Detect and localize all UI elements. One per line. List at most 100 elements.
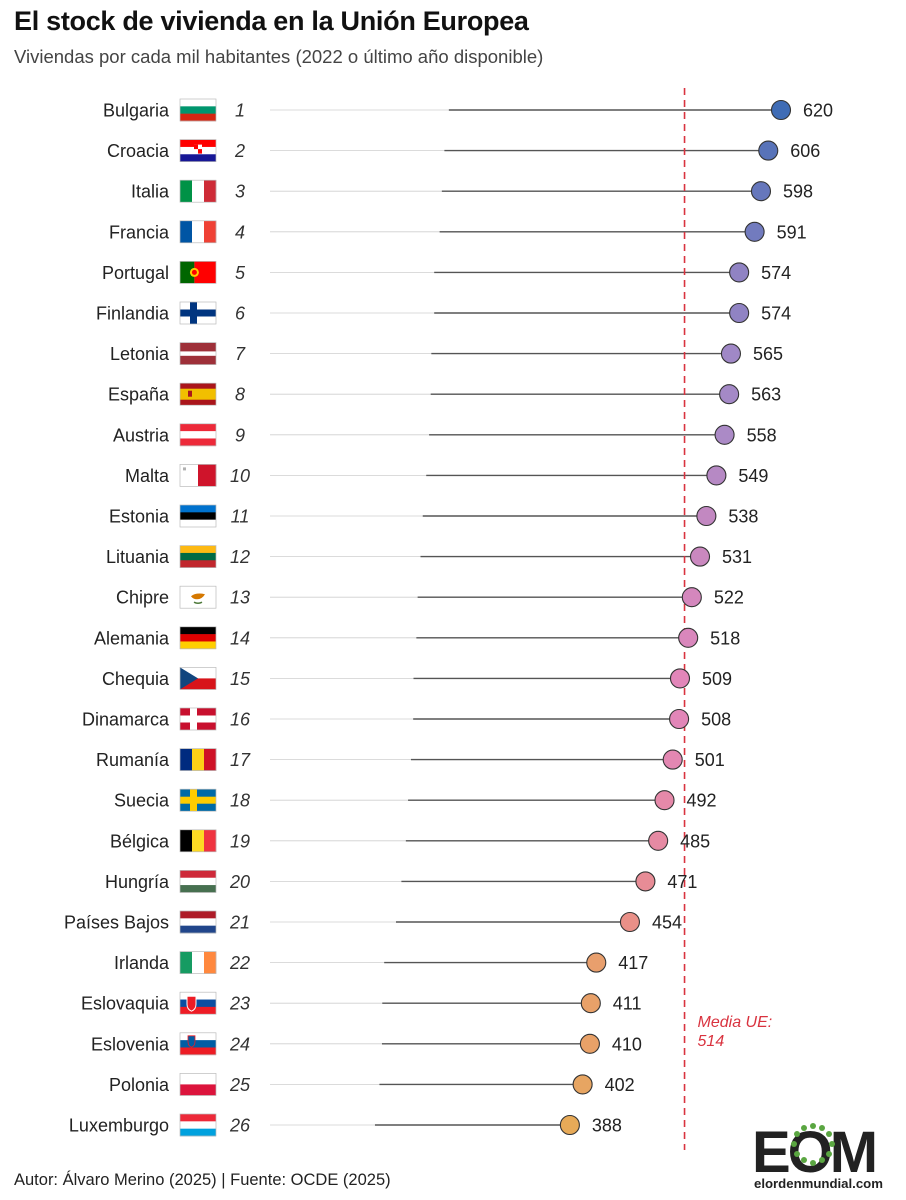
flag-border — [179, 342, 217, 365]
belgium-flag-icon — [179, 829, 217, 853]
mean-layer: Media UE: 514 — [683, 88, 772, 1150]
row-belgium: Bélgica 19 485 — [110, 829, 710, 853]
country-label: Irlanda — [114, 953, 170, 973]
data-point — [706, 465, 727, 486]
value-label: 574 — [761, 263, 791, 283]
finland-flag-icon — [179, 301, 217, 325]
row-finland: Finlandia 6 574 — [96, 301, 791, 325]
flag-border — [179, 585, 217, 609]
flag-border — [179, 382, 217, 406]
country-label: Eslovaquia — [81, 994, 170, 1014]
rank-label: 22 — [229, 953, 250, 973]
chart-subtitle: Viviendas por cada mil habitantes (2022 … — [14, 46, 544, 67]
mean-label-value: 514 — [698, 1033, 725, 1050]
rank-label: 10 — [230, 466, 250, 486]
rank-label: 18 — [230, 791, 250, 811]
value-label: 563 — [751, 385, 781, 405]
row-germany: Alemania 14 518 — [94, 626, 740, 650]
data-point — [719, 384, 740, 405]
data-point — [572, 1074, 593, 1095]
netherlands-flag-icon — [179, 910, 217, 934]
row-denmark: Dinamarca 16 508 — [82, 707, 731, 731]
flag-border — [179, 545, 217, 568]
germany-flag-icon — [179, 626, 217, 650]
value-label: 620 — [803, 101, 833, 121]
latvia-flag-icon — [179, 342, 217, 365]
row-latvia: Letonia 7 565 — [110, 342, 783, 365]
value-label: 509 — [702, 669, 732, 689]
value-label: 558 — [747, 425, 777, 445]
flag-border — [179, 667, 217, 690]
rank-label: 23 — [229, 994, 250, 1014]
cyprus-flag-icon — [179, 585, 217, 609]
data-point — [720, 343, 742, 364]
flag-border — [179, 991, 217, 1015]
value-label: 574 — [761, 304, 791, 324]
rank-label: 21 — [229, 913, 250, 933]
country-label: Rumanía — [96, 750, 170, 770]
country-label: Lituania — [106, 547, 170, 567]
row-romania: Rumanía 17 501 — [96, 748, 725, 771]
rank-label: 11 — [231, 507, 250, 527]
row-france: Francia 4 591 — [109, 220, 807, 244]
country-label: Portugal — [102, 263, 169, 283]
rank-label: 7 — [235, 344, 246, 364]
rank-label: 13 — [230, 588, 250, 608]
bulgaria-flag-icon — [179, 98, 217, 122]
value-label: 501 — [695, 750, 725, 770]
country-label: Bulgaria — [103, 101, 170, 121]
rank-label: 3 — [235, 182, 245, 202]
lithuania-flag-icon — [179, 545, 217, 568]
logo-site: elordenmundial.com — [754, 1176, 883, 1191]
row-malta: Malta 10 549 — [125, 464, 768, 487]
data-point — [729, 262, 750, 283]
value-label: 410 — [612, 1034, 642, 1054]
data-point — [559, 1114, 580, 1136]
flag-border — [179, 1113, 217, 1137]
data-point — [586, 952, 607, 973]
flag-border — [179, 707, 217, 731]
value-label: 402 — [605, 1075, 635, 1095]
row-slovenia: Eslovenia 24 410 — [91, 1032, 642, 1056]
row-portugal: Portugal 5 574 — [102, 261, 791, 284]
data-point — [580, 993, 601, 1014]
flag-border — [179, 626, 217, 650]
rank-label: 16 — [230, 710, 251, 730]
country-label: Chequia — [102, 669, 170, 689]
malta-flag-icon — [179, 464, 217, 487]
rank-label: 12 — [230, 547, 250, 567]
flag-border — [179, 98, 217, 122]
austria-flag-icon — [179, 423, 217, 447]
row-croatia: Croacia 2 606 — [107, 139, 820, 162]
value-label: 565 — [753, 344, 783, 364]
rank-label: 6 — [235, 304, 246, 324]
chart-title: El stock de vivienda en la Unión Europea — [14, 6, 529, 36]
luxembourg-flag-icon — [179, 1113, 217, 1137]
country-label: Eslovenia — [91, 1034, 170, 1054]
country-label: Dinamarca — [82, 710, 170, 730]
row-austria: Austria 9 558 — [113, 423, 777, 447]
flag-border — [179, 301, 217, 325]
spain-flag-icon — [179, 382, 217, 406]
value-label: 411 — [613, 994, 642, 1014]
country-label: España — [108, 385, 170, 405]
slovenia-flag-icon — [179, 1032, 217, 1056]
logo-letters: EOM — [752, 1122, 875, 1185]
data-point — [579, 1033, 600, 1054]
rank-label: 8 — [235, 385, 245, 405]
value-label: 388 — [592, 1116, 622, 1136]
estonia-flag-icon — [179, 504, 217, 528]
rank-label: 5 — [235, 263, 246, 283]
data-point — [654, 790, 675, 811]
row-slovakia: Eslovaquia 23 411 — [81, 991, 642, 1015]
flag-border — [179, 1032, 217, 1056]
rank-label: 1 — [235, 101, 245, 121]
row-ireland: Irlanda 22 417 — [114, 951, 648, 974]
flag-border — [179, 179, 217, 203]
country-label: Hungría — [105, 872, 170, 892]
rank-label: 24 — [229, 1034, 250, 1054]
data-point — [669, 708, 690, 730]
source-footer: Autor: Álvaro Merino (2025) | Fuente: OC… — [14, 1171, 391, 1189]
data-point — [696, 505, 717, 527]
